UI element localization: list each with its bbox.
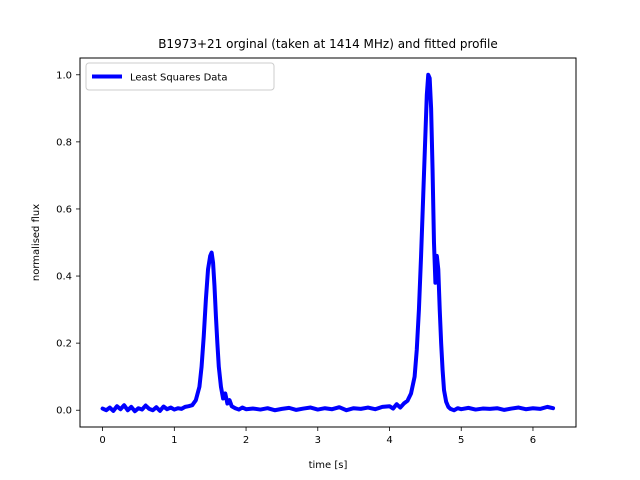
y-axis-title: normalised flux	[31, 204, 42, 281]
plot-frame	[79, 57, 577, 428]
x-tick-label: 1	[171, 435, 177, 446]
legend: Least Squares Data	[85, 62, 275, 91]
y-tick-label: 0.4	[56, 272, 72, 283]
x-tick-label: 0	[99, 435, 105, 446]
y-tick-label: 1.0	[56, 70, 72, 81]
series-layer	[100, 72, 556, 414]
x-axis-title: time [s]	[309, 460, 348, 471]
y-tick-label: 0.0	[56, 406, 72, 417]
y-tick-label: 0.2	[56, 339, 72, 350]
legend-label-least-squares-data: Least Squares Data	[130, 73, 227, 84]
y-axis: 0.0 0.2 0.4 0.6 0.8 1.0	[56, 70, 80, 417]
x-tick-label: 3	[315, 435, 321, 446]
chart-title: B1973+21 orginal (taken at 1414 MHz) and…	[158, 37, 498, 51]
x-tick-label: 2	[243, 435, 249, 446]
y-tick-label: 0.8	[56, 137, 72, 148]
x-axis: 0 1 2 3 4 5 6	[99, 427, 536, 446]
legend-box	[85, 62, 275, 91]
x-tick-label: 4	[386, 435, 392, 446]
x-tick-label: 5	[458, 435, 464, 446]
x-tick-label: 6	[530, 435, 536, 446]
series-line-least-squares-data	[100, 72, 556, 414]
y-tick-label: 0.6	[56, 204, 72, 215]
